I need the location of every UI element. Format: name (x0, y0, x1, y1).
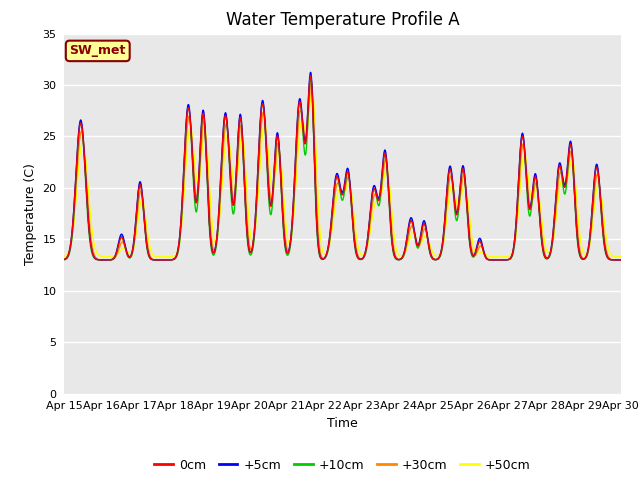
Title: Water Temperature Profile A: Water Temperature Profile A (225, 11, 460, 29)
X-axis label: Time: Time (327, 417, 358, 430)
Legend: 0cm, +5cm, +10cm, +30cm, +50cm: 0cm, +5cm, +10cm, +30cm, +50cm (149, 454, 536, 477)
Text: SW_met: SW_met (70, 44, 126, 58)
Y-axis label: Temperature (C): Temperature (C) (24, 163, 36, 264)
